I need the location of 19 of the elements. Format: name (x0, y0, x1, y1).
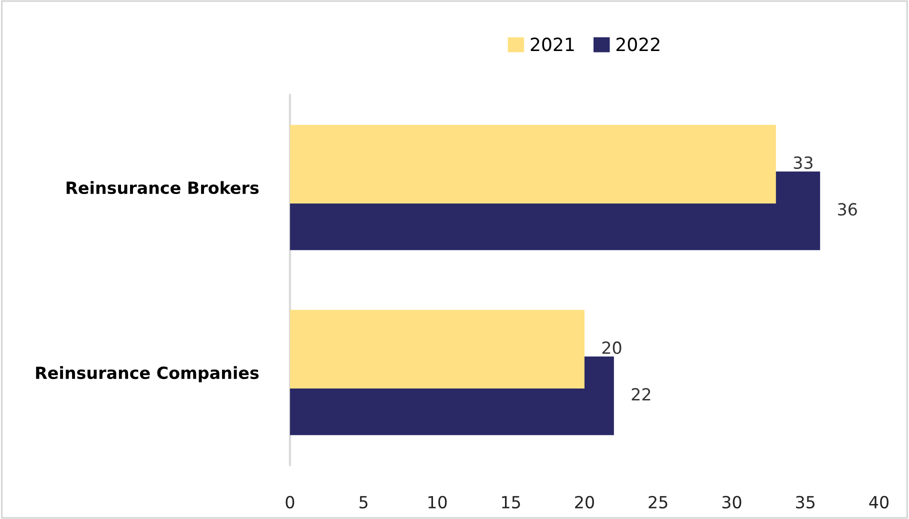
bar (290, 310, 584, 389)
legend-label: 2021 (530, 38, 574, 52)
data-label: 20 (602, 341, 622, 354)
x-tick-label: 5 (360, 496, 368, 508)
x-tick-label: 35 (796, 496, 815, 508)
x-tick-label: 30 (722, 496, 742, 508)
x-tick-label: 25 (648, 496, 668, 508)
data-label: 22 (632, 388, 650, 400)
data-label: 36 (838, 203, 857, 216)
x-tick-label: 20 (575, 496, 594, 508)
bar (290, 124, 776, 204)
data-label: 33 (794, 156, 812, 170)
x-tick-label: 15 (502, 496, 520, 508)
y-tick-label: Reinsurance Companies (36, 366, 259, 382)
x-tick-label: 0 (286, 496, 294, 508)
y-tick-label: Reinsurance Brokers (66, 181, 259, 194)
x-tick-label: 10 (428, 496, 447, 508)
x-tick-label: 40 (869, 496, 888, 508)
legend-label: 2022 (616, 38, 660, 52)
